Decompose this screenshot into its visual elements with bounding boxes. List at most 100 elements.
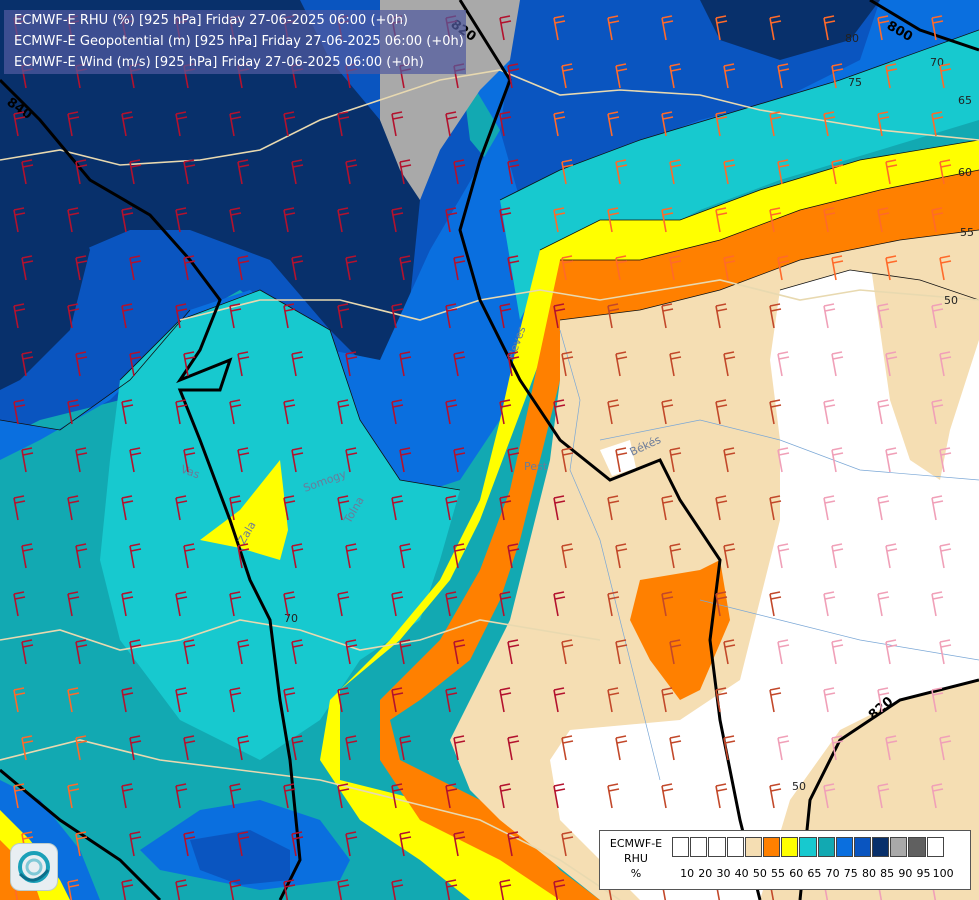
wind-barb-icon — [291, 543, 304, 569]
wind-barb-icon — [499, 495, 512, 521]
wind-barb-icon — [67, 879, 80, 900]
colorbar-tick: 65 — [807, 867, 822, 880]
wind-barb-icon — [337, 207, 350, 233]
wind-barb-icon — [885, 63, 898, 89]
wind-barb-icon — [175, 303, 188, 329]
wind-barb-icon — [183, 735, 196, 761]
colorbar-label: ECMWF-E RHU % — [606, 836, 666, 881]
colorbar-swatch — [744, 837, 762, 857]
wind-barb-icon — [291, 831, 304, 857]
wind-barb-icon — [237, 543, 250, 569]
rhu-area-90 — [0, 0, 420, 380]
rhu-label: 50 — [792, 780, 806, 793]
wind-barb-icon — [553, 399, 566, 425]
wind-barb-icon — [661, 783, 674, 809]
wind-barb-icon — [561, 351, 574, 377]
wind-barb-icon — [823, 15, 836, 41]
wind-barb-icon — [931, 399, 944, 425]
wind-barb-icon — [129, 735, 142, 761]
wind-barb-icon — [507, 735, 520, 761]
wind-barb-icon — [129, 159, 142, 185]
wind-barb-icon — [121, 687, 134, 713]
wind-barb-icon — [931, 783, 944, 809]
wind-barb-icon — [345, 543, 358, 569]
wind-barb-icon — [283, 879, 296, 900]
wind-barb-icon — [453, 639, 466, 665]
wind-barb-icon — [237, 159, 250, 185]
wind-barb-icon — [669, 255, 682, 281]
wind-barb-icon — [507, 831, 520, 857]
wind-barb-icon — [823, 207, 836, 233]
wind-barb-icon — [391, 303, 404, 329]
colorbar-variable: RHU — [624, 852, 648, 865]
wind-barb-icon — [885, 735, 898, 761]
wind-barb-icon — [499, 303, 512, 329]
colorbar-tick: 85 — [880, 867, 895, 880]
wind-barb-icon — [553, 15, 566, 41]
colorbar-tick: 30 — [716, 867, 731, 880]
wind-barb-icon — [831, 447, 844, 473]
wind-barb-icon — [391, 591, 404, 617]
rhu-label: 75 — [848, 76, 862, 89]
wind-barb-icon — [723, 351, 736, 377]
wind-barb-icon — [121, 879, 134, 900]
wind-barb-icon — [237, 255, 250, 281]
wind-barb-icon — [175, 399, 188, 425]
wind-barb-icon — [823, 783, 836, 809]
wind-barb-icon — [831, 351, 844, 377]
colorbar-swatch — [672, 837, 690, 857]
wind-barb-icon — [399, 639, 412, 665]
wind-barb-icon — [715, 15, 728, 41]
wind-barb-icon — [445, 591, 458, 617]
wind-barb-icon — [615, 543, 628, 569]
colorbar-tick: 100 — [932, 867, 954, 880]
wind-barb-icon — [777, 255, 790, 281]
wind-barb-icon — [715, 207, 728, 233]
wind-barb-icon — [229, 687, 242, 713]
wind-barb-icon — [723, 447, 736, 473]
colorbar-model: ECMWF-E — [609, 837, 663, 850]
wind-barb-icon — [661, 207, 674, 233]
rhu-area-60 — [380, 170, 979, 900]
wind-barb-icon — [885, 543, 898, 569]
wind-barb-icon — [283, 495, 296, 521]
colorbar-swatch — [781, 837, 799, 857]
wind-barb-icon — [769, 15, 782, 41]
wind-barb-icon — [669, 735, 682, 761]
wind-barb-icon — [561, 543, 574, 569]
colorbar-swatch — [726, 837, 744, 857]
wind-barb-icon — [129, 831, 142, 857]
wind-barb-icon — [939, 351, 952, 377]
wind-barb-icon — [931, 207, 944, 233]
wind-barb-icon — [183, 351, 196, 377]
wind-barb-icon — [607, 495, 620, 521]
wind-barb-icon — [661, 111, 674, 137]
header-wind: ECMWF-E Wind (m/s) [925 hPa] Friday 27-0… — [14, 55, 424, 70]
wind-barb-icon — [291, 351, 304, 377]
wind-barb-icon — [715, 783, 728, 809]
wind-barb-icon — [877, 783, 890, 809]
wind-barb-icon — [391, 207, 404, 233]
wind-barb-icon — [499, 111, 512, 137]
wind-barb-icon — [345, 831, 358, 857]
wind-barb-icon — [715, 495, 728, 521]
wind-barb-icon — [877, 207, 890, 233]
wind-barb-icon — [607, 15, 620, 41]
wind-barb-icon — [283, 111, 296, 137]
rhu-area-65-patch — [200, 460, 288, 560]
wind-barb-icon — [13, 495, 26, 521]
wind-barb-icon — [337, 111, 350, 137]
wind-barb-icon — [399, 159, 412, 185]
wind-barb-icon — [885, 447, 898, 473]
colorbar-tick: 40 — [734, 867, 749, 880]
place-label: Vas — [179, 463, 202, 482]
wind-barb-icon — [561, 255, 574, 281]
wind-barb-icon — [75, 447, 88, 473]
rhu-area-85-south — [190, 830, 290, 885]
wind-barb-icon — [553, 207, 566, 233]
wind-barb-icon — [499, 879, 512, 900]
colorbar-swatch — [872, 837, 890, 857]
wind-barb-icon — [399, 735, 412, 761]
wind-barb-icon — [121, 783, 134, 809]
wind-barb-icon — [229, 495, 242, 521]
